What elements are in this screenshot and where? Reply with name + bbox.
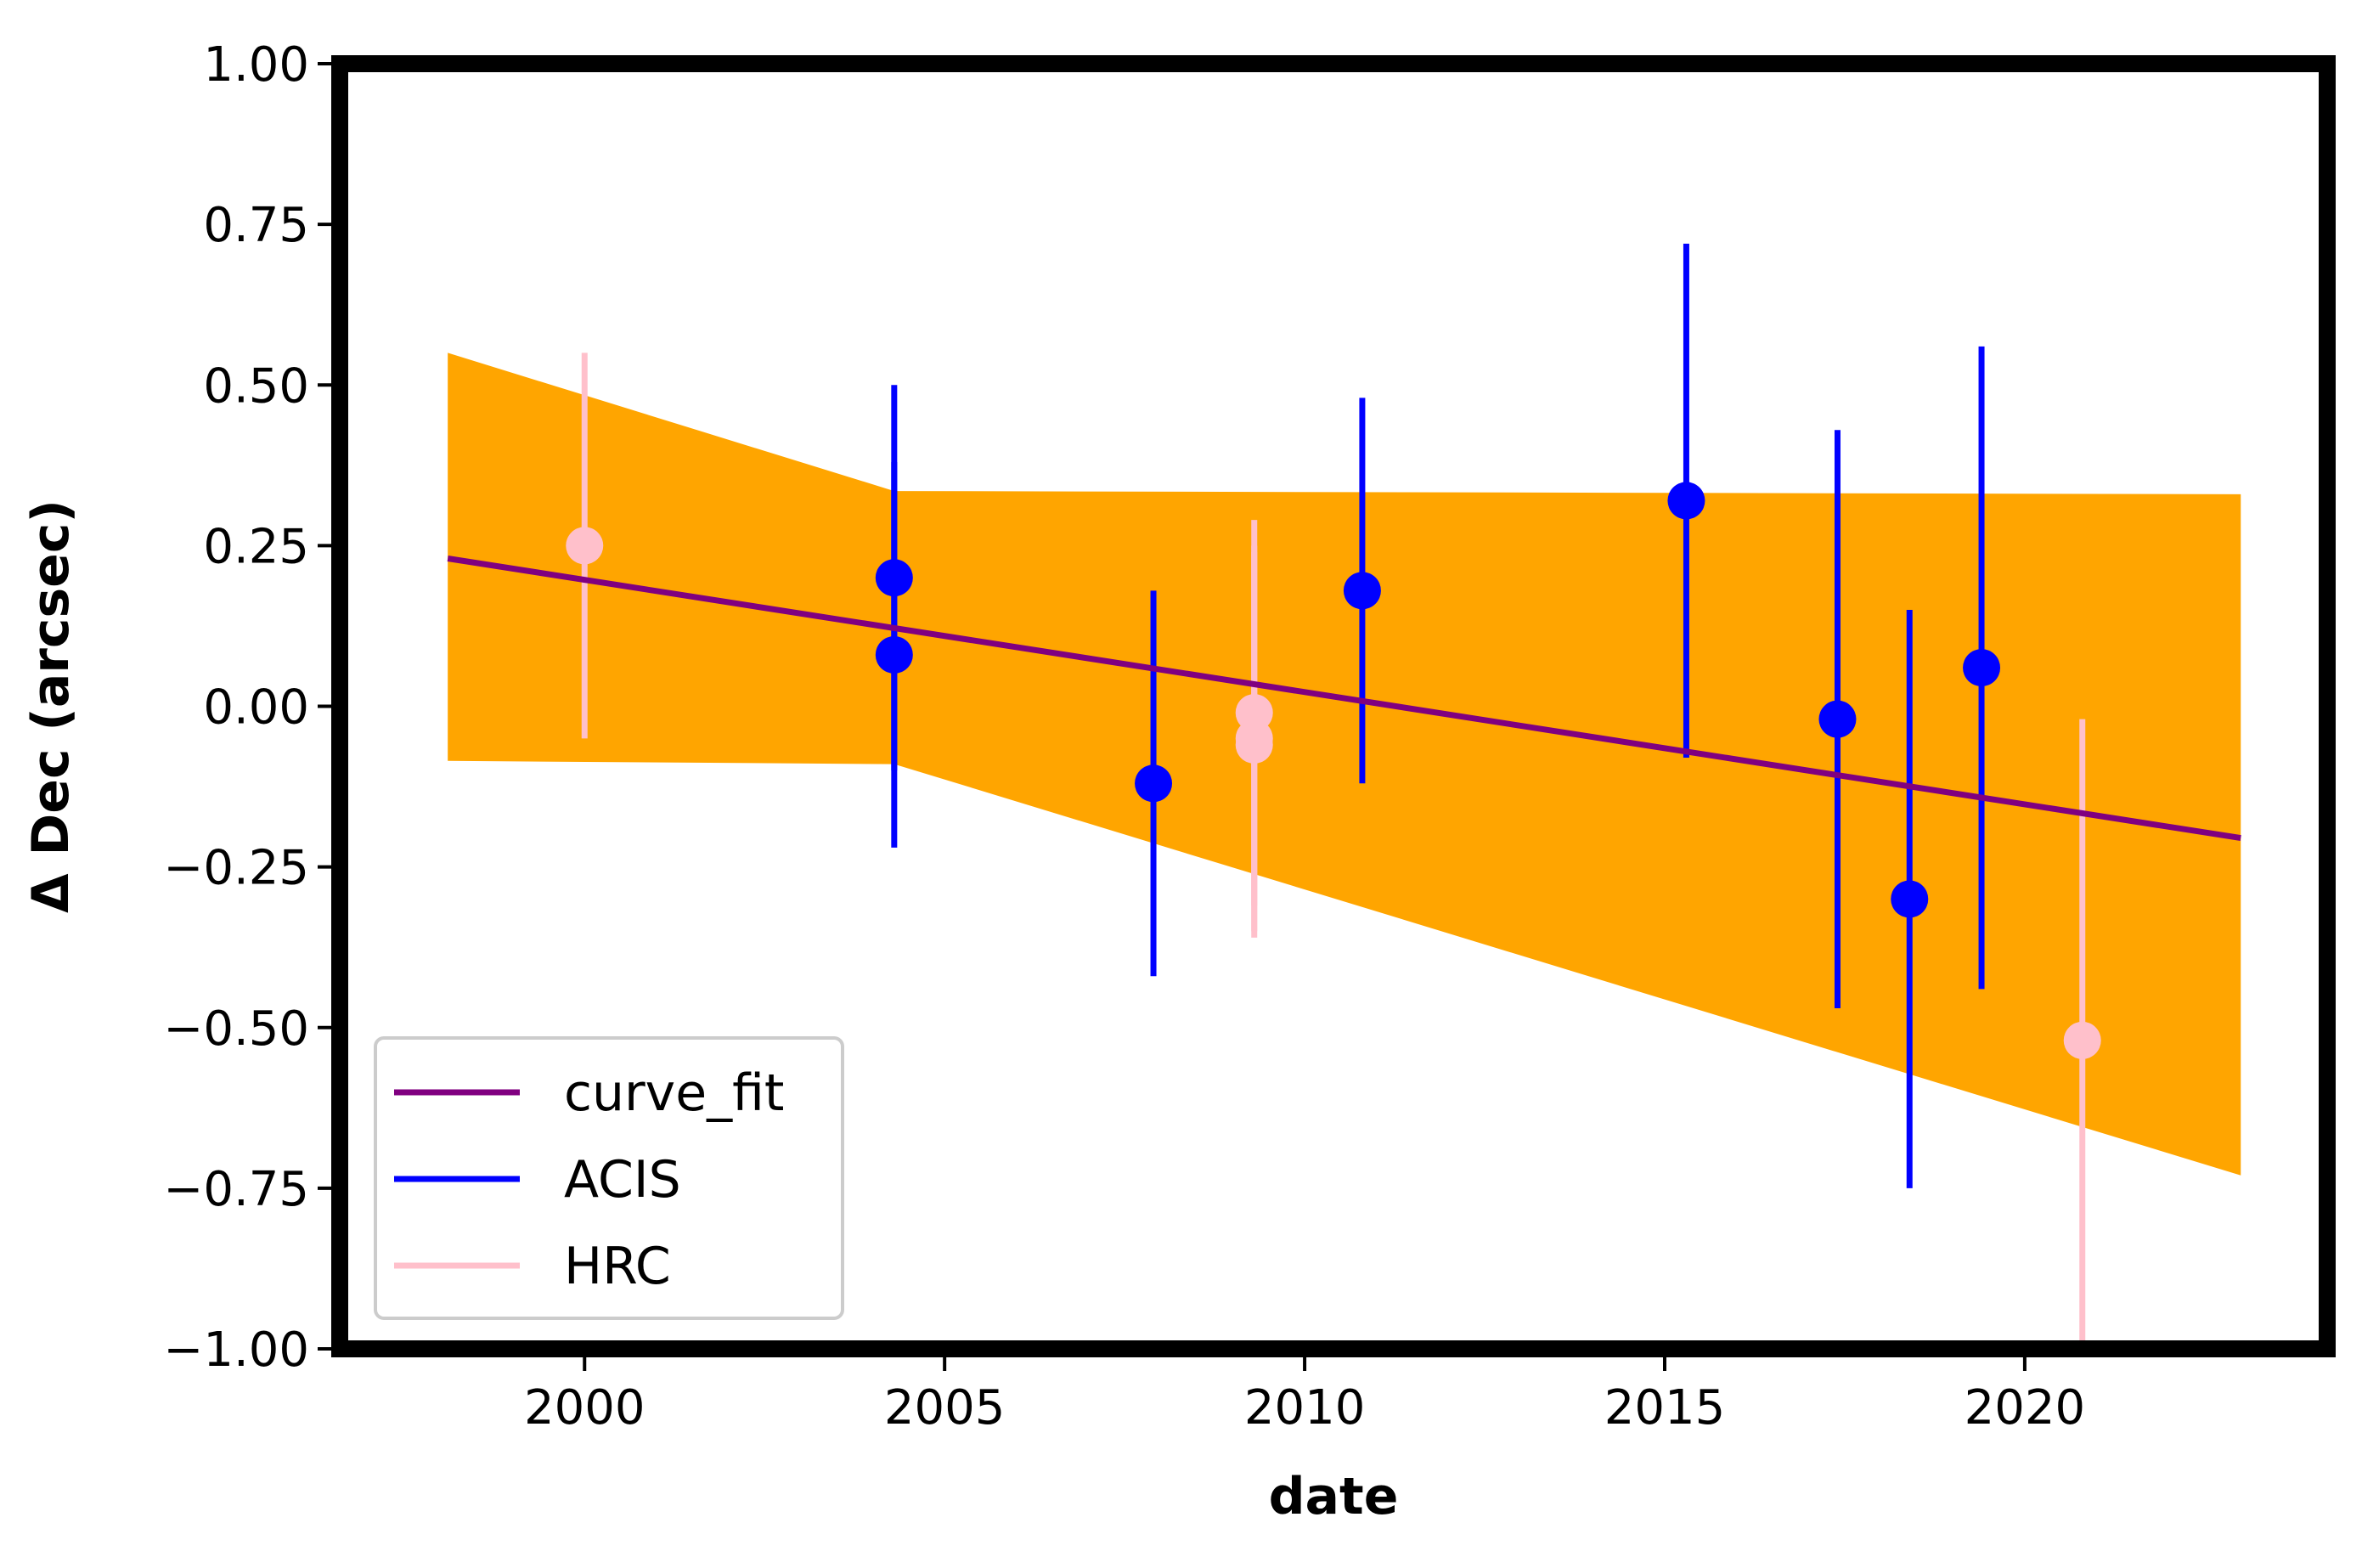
hrc-point-3 — [1235, 725, 1273, 764]
hrc-point-4 — [2063, 1021, 2101, 1059]
legend: curve_fit ACIS HRC — [374, 1036, 844, 1320]
acis-point-2 — [1135, 764, 1173, 803]
acis-point-6 — [1891, 880, 1929, 918]
y-tick-label-7: −0.75 — [163, 1162, 309, 1217]
x-tick-label-4: 2020 — [1965, 1380, 2086, 1435]
y-tick-label-6: −0.50 — [163, 1001, 309, 1057]
legend-label-acis: ACIS — [564, 1150, 681, 1210]
acis-point-7 — [1963, 649, 2001, 687]
y-tick-label-1: 0.75 — [203, 198, 309, 253]
acis-point-4 — [1667, 482, 1705, 520]
y-tick-label-5: −0.25 — [163, 841, 309, 896]
y-tick-label-3: 0.25 — [203, 519, 309, 574]
acis-point-3 — [1343, 572, 1381, 610]
y-tick-label-8: −1.00 — [163, 1323, 309, 1378]
series-layer — [447, 243, 2241, 1349]
legend-label-hrc: HRC — [564, 1237, 671, 1296]
acis-point-0 — [875, 559, 913, 597]
y-axis-label: Δ Dec (arcsec) — [21, 499, 81, 913]
legend-label-curve-fit: curve_fit — [564, 1063, 784, 1123]
y-tick-label-4: 0.00 — [203, 680, 309, 736]
x-tick-label-1: 2005 — [884, 1380, 1006, 1435]
axes-layer: 2000 2005 2010 2015 2020 1.00 0.75 0.50 0.25 0.00… — [163, 37, 2085, 1435]
hrc-point-1 — [1235, 694, 1273, 732]
acis-point-5 — [1818, 700, 1857, 738]
curve-fit-line — [447, 556, 2241, 842]
y-tick-label-2: 0.50 — [203, 358, 309, 414]
y-tick-label-0: 1.00 — [203, 37, 309, 93]
plot-frame — [331, 55, 2336, 1357]
acis-point-1 — [875, 635, 913, 674]
x-axis-label: date — [1269, 1467, 1399, 1526]
x-tick-label-3: 2015 — [1604, 1380, 1726, 1435]
x-tick-label-0: 2000 — [524, 1380, 645, 1435]
hrc-point-0 — [566, 527, 604, 565]
x-tick-label-2: 2010 — [1244, 1380, 1366, 1435]
legend-box — [374, 1036, 844, 1320]
